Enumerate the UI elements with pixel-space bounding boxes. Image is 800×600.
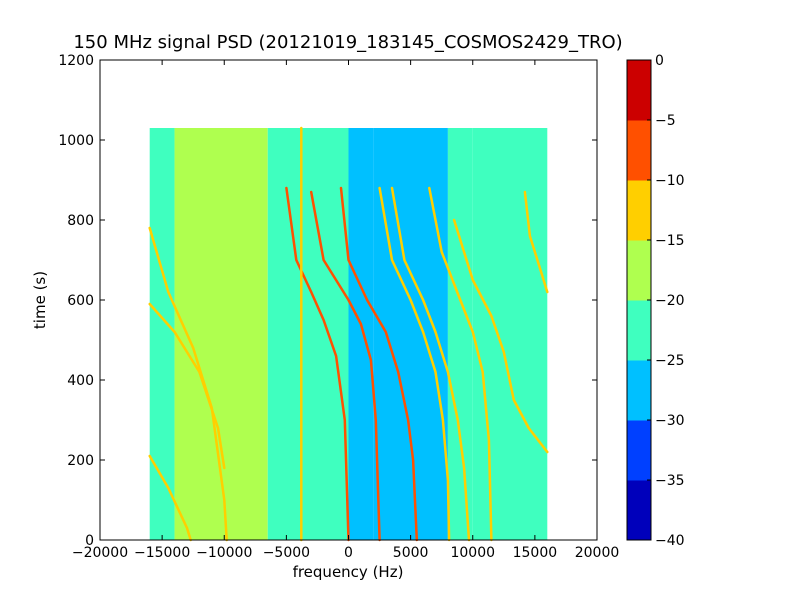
colorbar-segments: [627, 60, 651, 541]
colorbar-segment: [627, 420, 651, 481]
colorbar-segment: [627, 60, 651, 121]
colorbar-tick-label: −5: [655, 113, 676, 129]
y-tick-label: 0: [85, 533, 94, 549]
heatmap-band: [447, 128, 473, 540]
y-tick-label: 400: [67, 373, 94, 389]
signal-trace: [309, 190, 381, 542]
heatmap-band: [348, 128, 374, 540]
colorbar-segment: [627, 180, 651, 241]
signal-trace: [523, 190, 549, 294]
signal-trace: [148, 302, 226, 470]
y-tick-label: 600: [67, 293, 94, 309]
y-axis-ticks: 0 200 400 600 800 1000 1200: [58, 53, 597, 549]
colorbar-tick-label: −40: [655, 533, 685, 549]
colorbar-tick-label: −20: [655, 293, 685, 309]
signal-trace: [428, 186, 493, 542]
colorbar-segment: [627, 120, 651, 181]
heatmap-band: [472, 128, 548, 540]
x-axis-ticks: −20000 −15000 −10000 −5000 0 5000 10000 15000 20…: [72, 60, 619, 561]
x-tick-label: 10000: [450, 545, 495, 561]
signal-trace: [339, 186, 419, 542]
heatmap-band: [267, 128, 349, 540]
x-tick-label: −15000: [134, 545, 190, 561]
heatmap-plot: −20000 −15000 −10000 −5000 0 5000 10000 15000 20…: [58, 53, 619, 561]
colorbar-segment: [627, 300, 651, 361]
colorbar-tick-label: −35: [655, 473, 685, 489]
x-tick-label: −10000: [196, 545, 252, 561]
x-tick-label: 0: [344, 545, 353, 561]
colorbar-ticks: −40 −35 −30 −25 −20 −15 −10 −5 0: [647, 53, 685, 549]
x-tick-label: −20000: [72, 545, 128, 561]
chart-title: 150 MHz signal PSD (20121019_183145_COSM…: [73, 32, 622, 53]
colorbar-tick-label: 0: [655, 53, 664, 69]
colorbar-segment: [627, 480, 651, 541]
signal-trace: [285, 186, 350, 542]
signal-trace: [148, 454, 192, 542]
heatmap-background-bands: [149, 128, 548, 540]
y-axis-label: time (s): [31, 271, 49, 329]
x-axis-label: frequency (Hz): [293, 563, 404, 581]
colorbar-segment: [627, 240, 651, 301]
colorbar-tick-label: −15: [655, 233, 685, 249]
x-tick-label: −5000: [263, 545, 310, 561]
y-tick-label: 800: [67, 213, 94, 229]
heatmap-signal-traces: [148, 126, 549, 542]
x-tick-label: 20000: [575, 545, 620, 561]
colorbar-tick-label: −25: [655, 353, 685, 369]
x-tick-label: 15000: [513, 545, 558, 561]
colorbar: −40 −35 −30 −25 −20 −15 −10 −5 0: [626, 53, 685, 549]
y-tick-label: 1000: [58, 133, 94, 149]
heatmap-band: [149, 128, 175, 540]
y-tick-label: 1200: [58, 53, 94, 69]
signal-trace: [390, 186, 471, 542]
colorbar-tick-label: −30: [655, 413, 685, 429]
signal-trace: [452, 218, 549, 454]
x-tick-label: 5000: [393, 545, 429, 561]
colorbar-segment: [627, 360, 651, 421]
colorbar-tick-label: −10: [655, 173, 685, 189]
y-tick-label: 200: [67, 453, 94, 469]
signal-trace: [378, 186, 451, 542]
